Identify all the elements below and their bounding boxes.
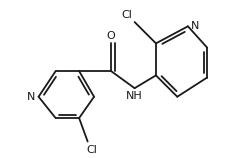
Text: NH: NH xyxy=(126,91,143,101)
Text: O: O xyxy=(107,31,116,41)
Text: Cl: Cl xyxy=(122,10,132,20)
Text: N: N xyxy=(190,21,199,31)
Text: N: N xyxy=(27,92,35,102)
Text: Cl: Cl xyxy=(86,145,97,155)
